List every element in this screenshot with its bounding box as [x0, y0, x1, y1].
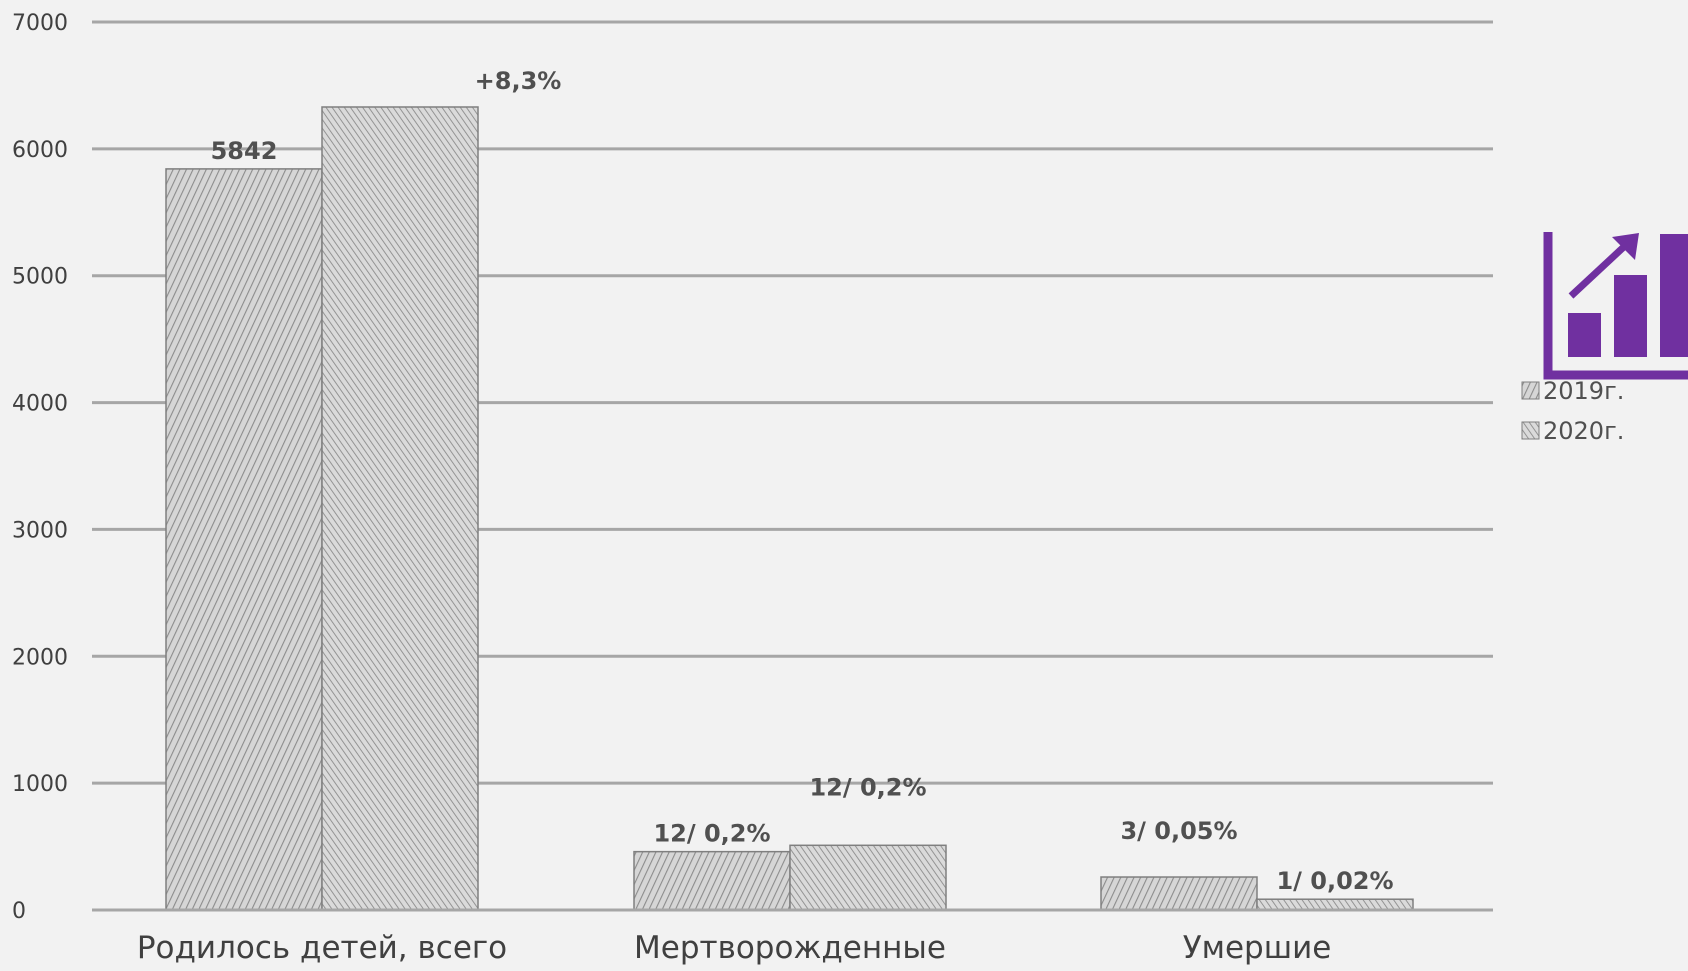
legend-swatch	[1521, 421, 1540, 440]
legend-label: 2020г.	[1543, 417, 1624, 445]
bar-2020-0	[321, 106, 479, 911]
y-tick-label: 4000	[12, 392, 68, 417]
y-tick-label: 0	[12, 899, 26, 924]
y-tick-label: 7000	[12, 11, 68, 36]
bar-2020-2	[1256, 898, 1414, 911]
y-tick-label: 3000	[12, 518, 68, 543]
bar-2020-1	[789, 844, 947, 911]
y-tick-label: 6000	[12, 138, 68, 163]
y-axis-tick-labels: 0 1000 2000 3000 4000 5000 6000 7000	[12, 11, 68, 924]
data-label: 12/ 0,2%	[653, 820, 770, 848]
y-tick-label: 1000	[12, 772, 68, 797]
category-label: Родилось детей, всего	[137, 930, 507, 966]
legend-swatch	[1521, 381, 1540, 400]
data-label: 5842	[211, 137, 278, 165]
legend-label: 2019г.	[1543, 377, 1624, 405]
data-labels: 5842 +8,3% 12/ 0,2% 12/ 0,2% 3/ 0,05% 1/ 0,02…	[211, 67, 1394, 895]
data-label: +8,3%	[475, 67, 562, 95]
category-label: Мертворожденные	[634, 930, 946, 966]
category-label: Умершие	[1183, 930, 1332, 966]
bar-2019-0	[165, 168, 323, 911]
bar-chart-growth-icon	[1543, 232, 1688, 380]
y-tick-label: 2000	[12, 645, 68, 670]
x-axis-category-labels: Родилось детей, всего Мертворожденные Умер…	[137, 930, 1331, 966]
bar-2019-2	[1100, 876, 1258, 911]
bar-2019-1	[633, 850, 791, 911]
data-label: 3/ 0,05%	[1120, 817, 1237, 845]
data-label: 12/ 0,2%	[809, 773, 926, 801]
legend: 2019г. 2020г.	[1521, 377, 1624, 445]
data-label: 1/ 0,02%	[1276, 867, 1393, 895]
y-tick-label: 5000	[12, 265, 68, 290]
bars	[92, 106, 1493, 912]
